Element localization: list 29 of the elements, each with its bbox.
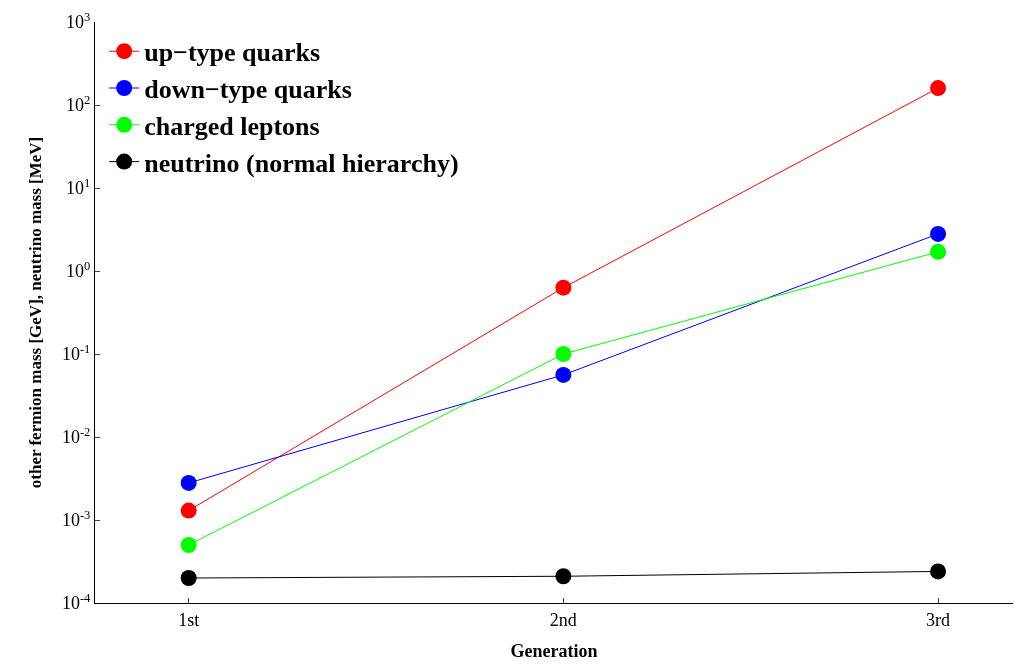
legend-label: down−type quarks [144, 75, 352, 105]
y-tick-label: 10$^{3}$ [66, 9, 91, 33]
y-axis-title: other fermion mass [GeV], neutrino mass [MeV] [26, 136, 46, 489]
point [555, 366, 572, 383]
x-tick-label: 3rd [926, 609, 951, 630]
y-tick-label: 10$^{-2}$ [61, 424, 91, 448]
y-tick-label: 10$^{-3}$ [61, 507, 91, 531]
y-tick-label: 10$^{1}$ [66, 175, 91, 199]
legend-label: neutrino (normal hierarchy) [144, 148, 459, 178]
point [555, 346, 572, 362]
y-tick-label: 10$^{2}$ [66, 92, 91, 116]
point [180, 570, 197, 586]
x-tick-label: 1st [178, 609, 200, 630]
legend-label: charged leptons [144, 111, 320, 141]
point [555, 568, 572, 585]
x-axis-title: Generation [510, 640, 598, 661]
legend-label: up−type quarks [144, 38, 321, 68]
point [930, 243, 947, 260]
x-tick-label: 2nd [549, 609, 577, 630]
point [555, 279, 572, 296]
point [180, 474, 197, 491]
y-tick-label: 10$^{-1}$ [61, 341, 91, 365]
point [180, 536, 197, 553]
point [180, 502, 197, 519]
point [930, 225, 947, 242]
y-tick-label: 10$^{0}$ [66, 258, 91, 282]
point [930, 80, 947, 97]
y-tick-label: 10$^{-4}$ [61, 590, 92, 614]
point [930, 563, 947, 580]
